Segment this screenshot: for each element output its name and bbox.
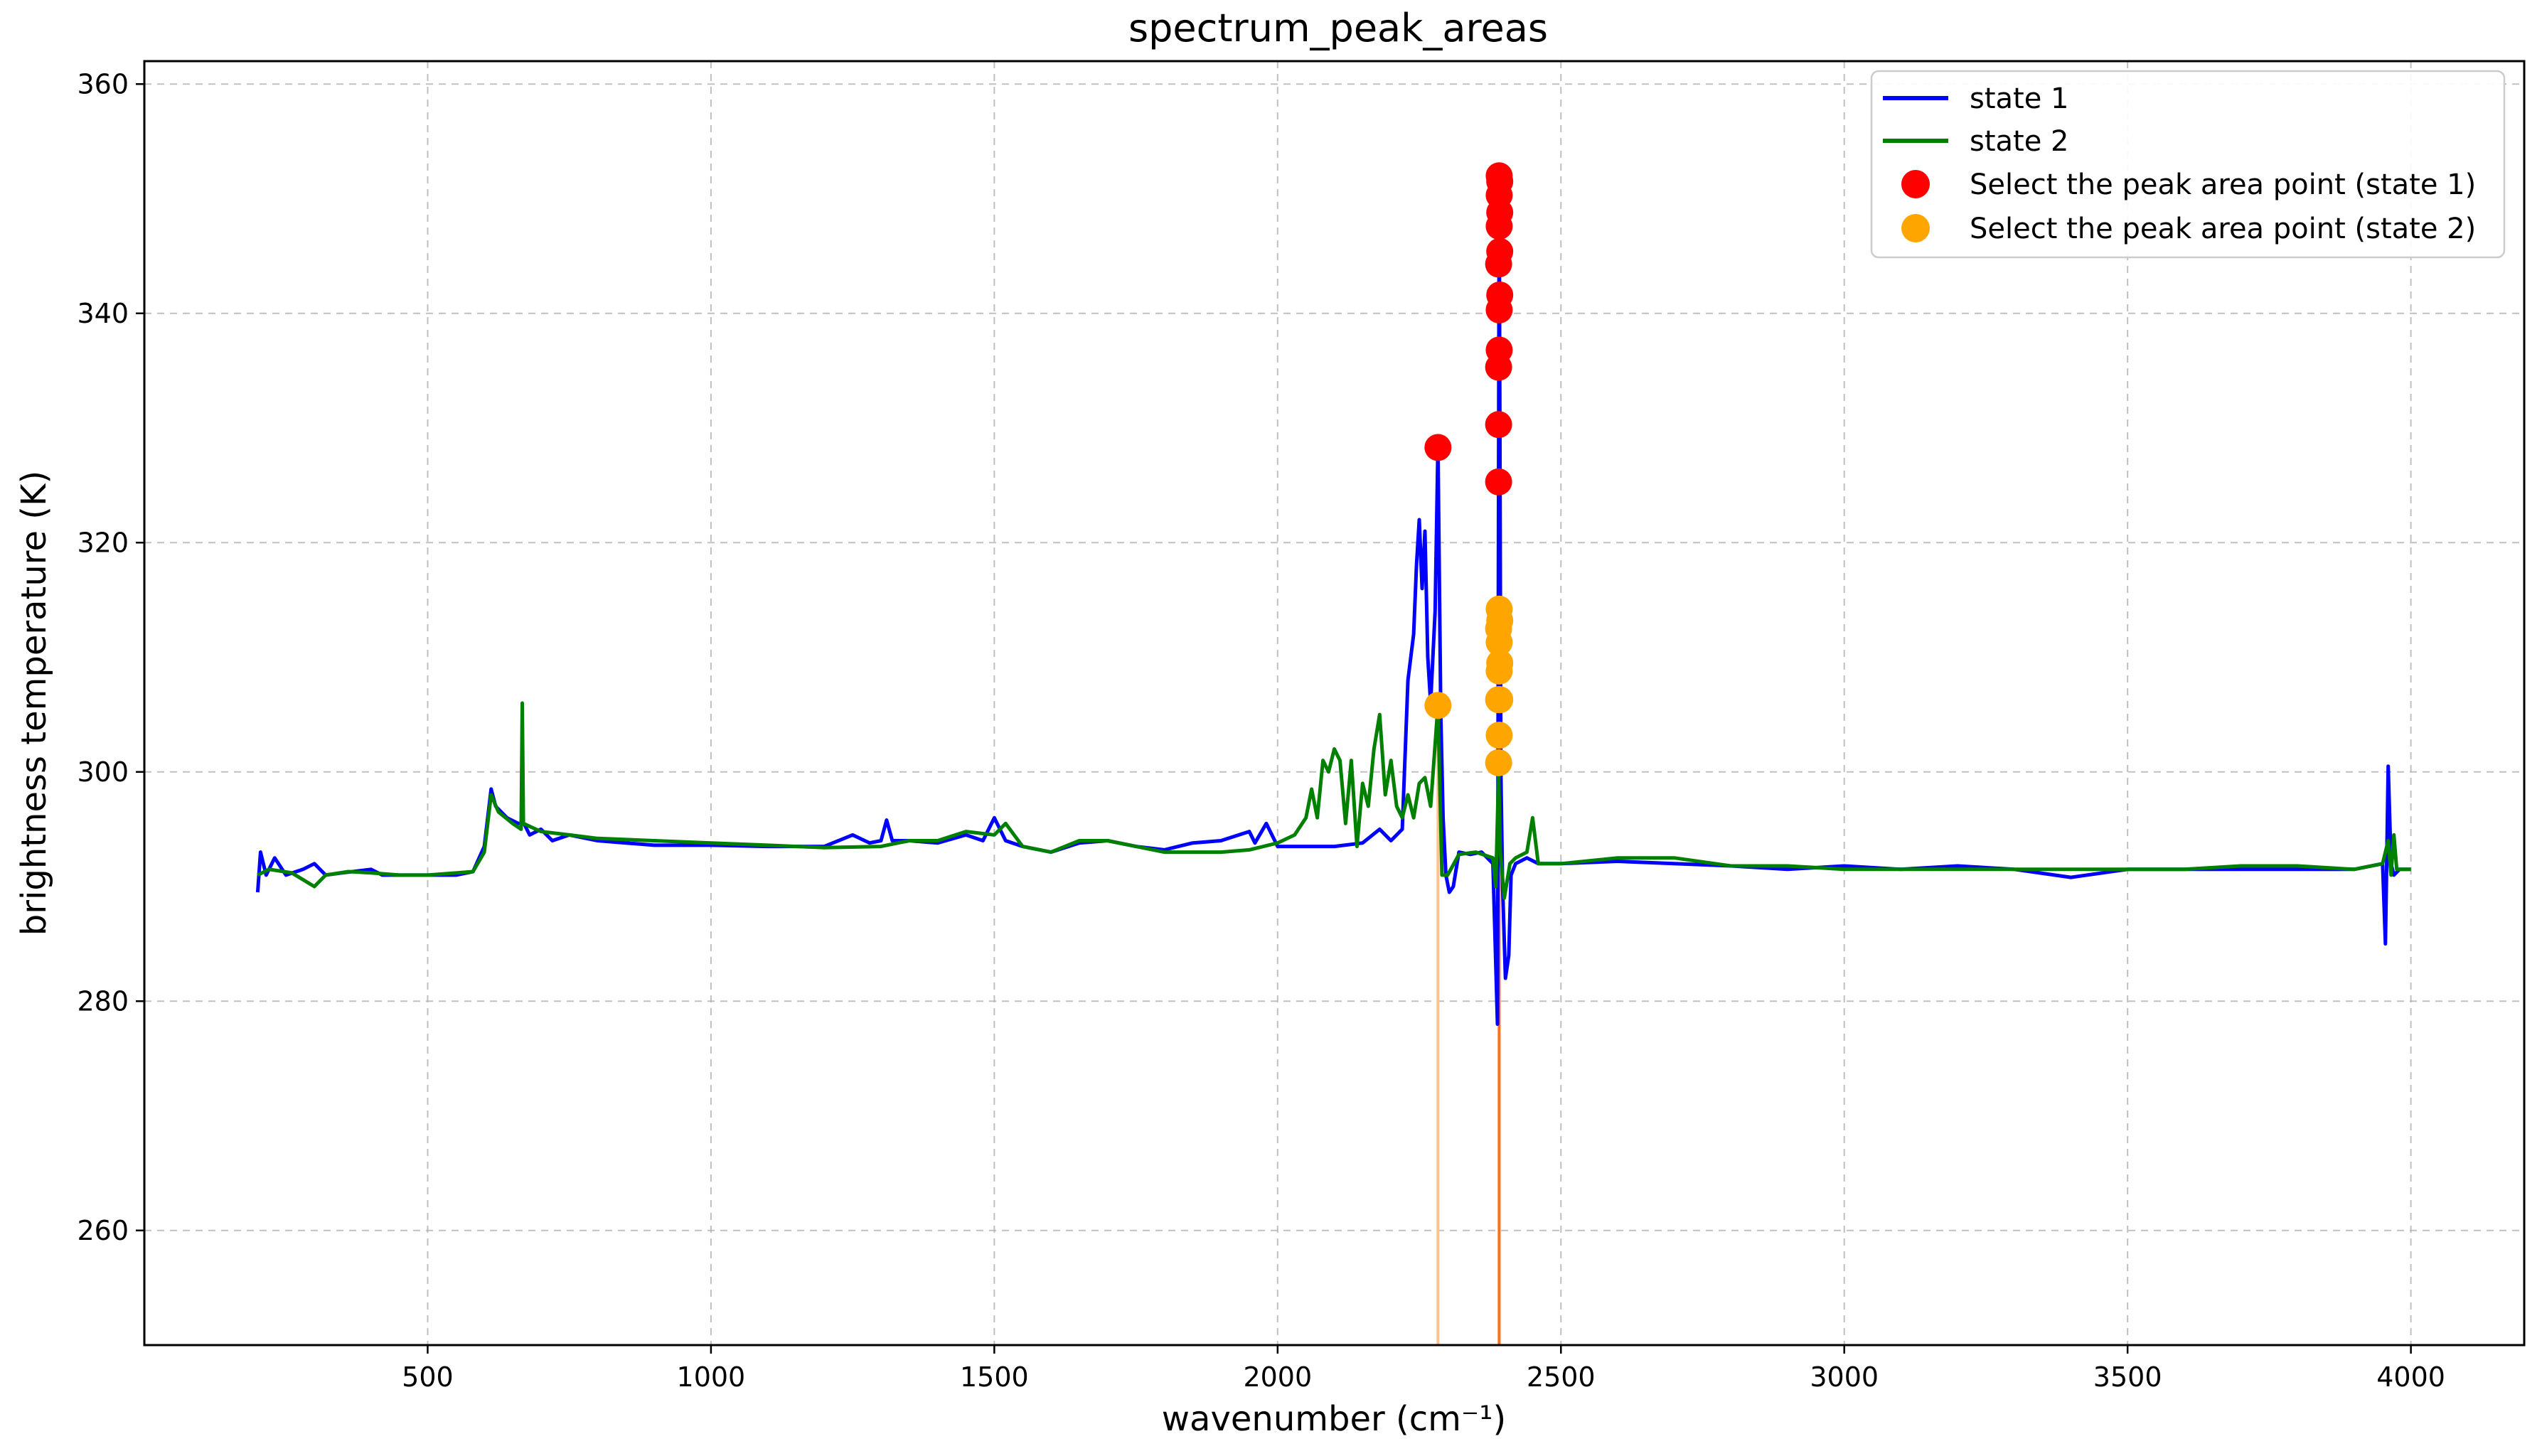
plot-area xyxy=(143,60,2526,1347)
peak-point-state-1 xyxy=(1486,237,1514,265)
legend-item-peak-state-2: Select the peak area point (state 2) xyxy=(1901,213,2476,245)
y-tick-label: 340 xyxy=(77,298,129,329)
peak-point-state-2 xyxy=(1486,649,1514,677)
peak-point-state-2 xyxy=(1485,749,1512,776)
legend-box xyxy=(1870,70,2506,259)
y-tick-label: 280 xyxy=(77,985,129,1017)
x-tick-label: 1500 xyxy=(960,1361,1029,1393)
peak-point-state-2 xyxy=(1485,595,1513,623)
peak-points xyxy=(1424,162,1514,776)
x-tick-label: 500 xyxy=(402,1361,454,1393)
peak-point-state-1 xyxy=(1485,162,1513,190)
peak-point-state-2 xyxy=(1424,692,1452,719)
y-tick-label: 320 xyxy=(77,527,129,558)
peak-point-state-1 xyxy=(1486,281,1514,309)
legend-label-peak-state-1: Select the peak area point (state 1) xyxy=(1970,168,2476,201)
x-tick-label: 1000 xyxy=(677,1361,746,1393)
y-tick-label: 360 xyxy=(77,68,129,100)
legend: state 1 state 2 Select the peak area poi… xyxy=(1870,70,2506,259)
legend-marker-peak-state-1 xyxy=(1901,170,1930,198)
legend-label-state-2: state 2 xyxy=(1970,125,2069,158)
chart-title: spectrum_peak_areas xyxy=(1128,6,1548,50)
plot-frame xyxy=(143,60,2526,1347)
grid xyxy=(144,61,2524,1345)
peak-point-state-2 xyxy=(1485,722,1513,749)
x-axis: 500 1000 1500 2000 2500 3000 3500 4000 xyxy=(402,1345,2445,1393)
y-axis-label: brightness temperature (K) xyxy=(14,471,54,936)
peak-point-state-1 xyxy=(1485,468,1512,496)
y-tick-label: 300 xyxy=(77,756,129,788)
series xyxy=(255,173,2411,1026)
y-axis: 260 280 300 320 340 360 xyxy=(77,68,144,1246)
legend-item-peak-state-1: Select the peak area point (state 1) xyxy=(1901,168,2476,201)
legend-marker-peak-state-2 xyxy=(1901,214,1930,242)
x-tick-label: 3500 xyxy=(2093,1361,2162,1393)
y-tick-label: 260 xyxy=(77,1215,129,1246)
x-tick-label: 2000 xyxy=(1243,1361,1312,1393)
peak-point-state-2 xyxy=(1486,686,1514,714)
legend-label-state-1: state 1 xyxy=(1970,82,2069,115)
legend-label-peak-state-2: Select the peak area point (state 2) xyxy=(1970,213,2476,245)
x-tick-label: 2500 xyxy=(1527,1361,1596,1393)
peak-point-state-1 xyxy=(1424,434,1452,461)
x-tick-label: 4000 xyxy=(2376,1361,2445,1393)
peak-point-state-1 xyxy=(1485,336,1513,364)
legend-item-state-2: state 2 xyxy=(1883,125,2069,158)
peak-point-state-1 xyxy=(1485,411,1512,439)
legend-item-state-1: state 1 xyxy=(1883,82,2069,115)
series-line-state-2 xyxy=(257,701,2411,900)
x-tick-label: 3000 xyxy=(1810,1361,1879,1393)
x-axis-label: wavenumber (cm⁻¹) xyxy=(1162,1399,1506,1439)
